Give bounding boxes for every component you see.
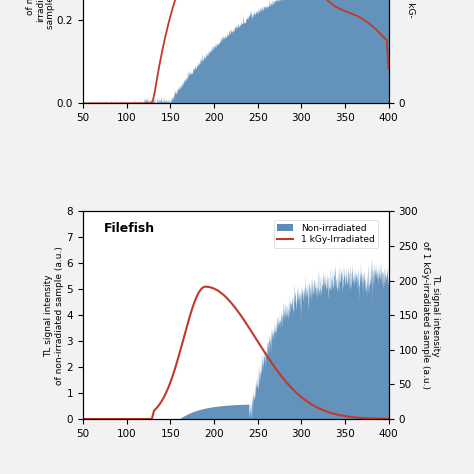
Text: Filefish: Filefish (104, 222, 155, 235)
Legend: Non-irradiated, 1 kGy-Irradiated: Non-irradiated, 1 kGy-Irradiated (273, 220, 378, 248)
Y-axis label: of 1 kG-: of 1 kG- (406, 0, 415, 18)
Y-axis label: TL signal intensity
of non-irradiated sample (a.u.): TL signal intensity of non-irradiated sa… (45, 246, 64, 384)
Y-axis label: TL signal intensity
of 1 kGy-irradiated sample (a.u.): TL signal intensity of 1 kGy-irradiated … (421, 241, 440, 389)
Y-axis label: of non-
irradiated
sample (a.u.): of non- irradiated sample (a.u.) (26, 0, 55, 29)
